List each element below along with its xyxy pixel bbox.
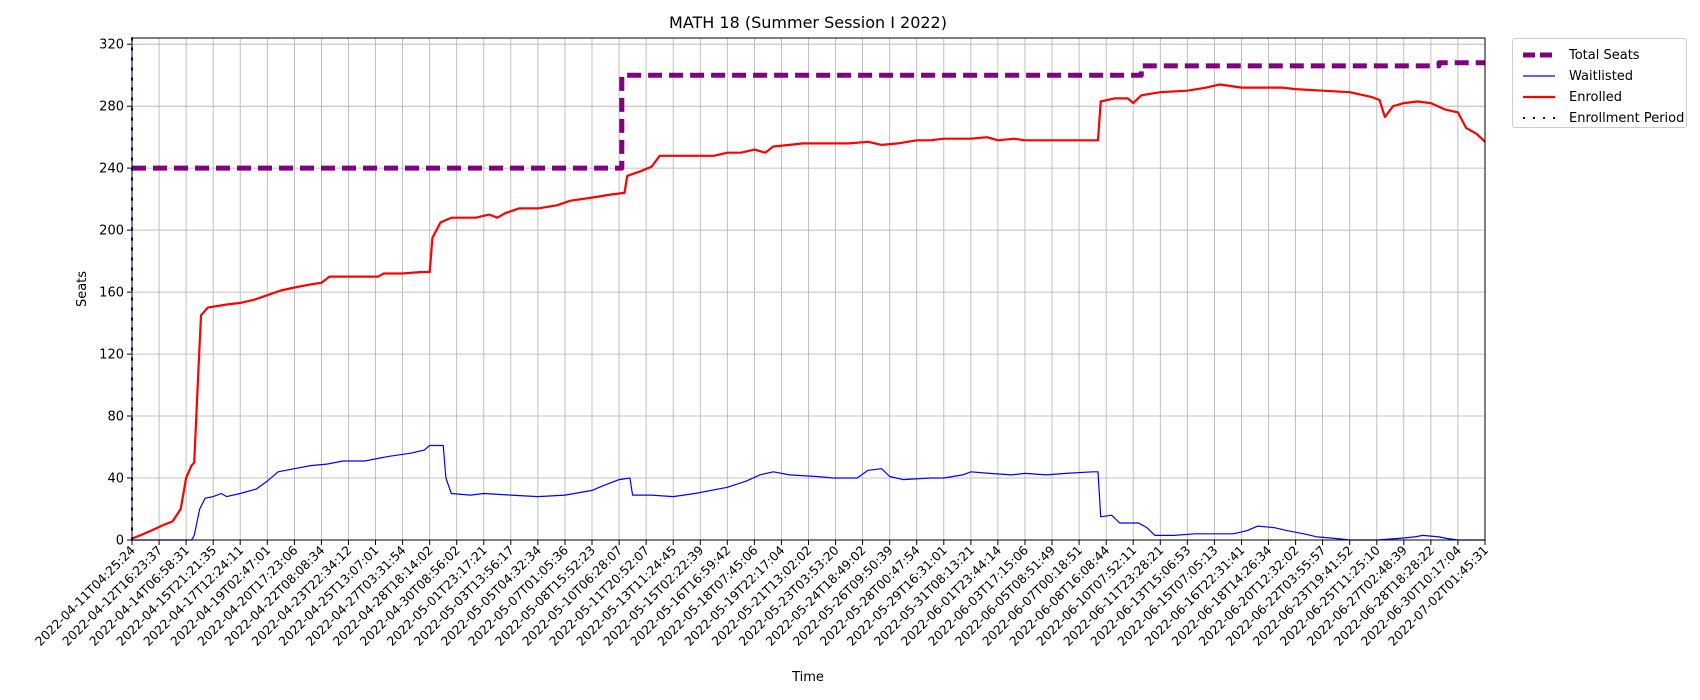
legend-item-enrolled: Enrolled xyxy=(1523,88,1622,106)
series-line-total-seats xyxy=(132,60,1485,171)
legend-label-enrollment-period: Enrollment Period xyxy=(1569,110,1685,126)
y-tick-label: 320 xyxy=(99,38,124,53)
legend-item-total-seats: Total Seats xyxy=(1523,46,1640,64)
legend-swatch-enrolled xyxy=(1523,95,1555,99)
legend-item-enrollment-period: Enrollment Period xyxy=(1523,109,1684,127)
y-axis-label: Seats xyxy=(75,271,90,307)
series-line-waitlisted xyxy=(132,444,1485,541)
legend: Total Seats Waitlisted Enrolled Enrollme… xyxy=(1512,38,1687,128)
legend-item-waitlisted: Waitlisted xyxy=(1523,67,1633,85)
legend-swatch-waitlisted xyxy=(1523,75,1555,77)
y-tick-label: 80 xyxy=(107,410,124,425)
y-tick-label: 120 xyxy=(99,348,124,363)
y-tick-label: 0 xyxy=(116,534,124,549)
y-tick-label: 240 xyxy=(99,162,124,177)
legend-label-total-seats: Total Seats xyxy=(1569,47,1640,63)
x-axis-label: Time xyxy=(791,670,824,685)
y-tick-label: 200 xyxy=(99,224,124,239)
legend-swatch-total-seats xyxy=(1523,52,1555,58)
chart-title: MATH 18 (Summer Session I 2022) xyxy=(669,13,947,32)
series-line-enrolled xyxy=(131,83,1486,540)
y-tick-label: 160 xyxy=(99,286,124,301)
y-axis: 0 40 80 120 160 200 240 280 320 xyxy=(99,38,132,549)
grid-lines xyxy=(131,38,1486,541)
legend-label-enrolled: Enrolled xyxy=(1569,89,1622,105)
x-axis: 2022-04-11T04:25:242022-04-12T16:23:3720… xyxy=(32,540,1491,649)
y-tick-label: 280 xyxy=(99,100,124,115)
legend-label-waitlisted: Waitlisted xyxy=(1569,68,1634,84)
y-tick-label: 40 xyxy=(107,472,124,487)
legend-swatch-enrollment-period xyxy=(1523,117,1555,119)
